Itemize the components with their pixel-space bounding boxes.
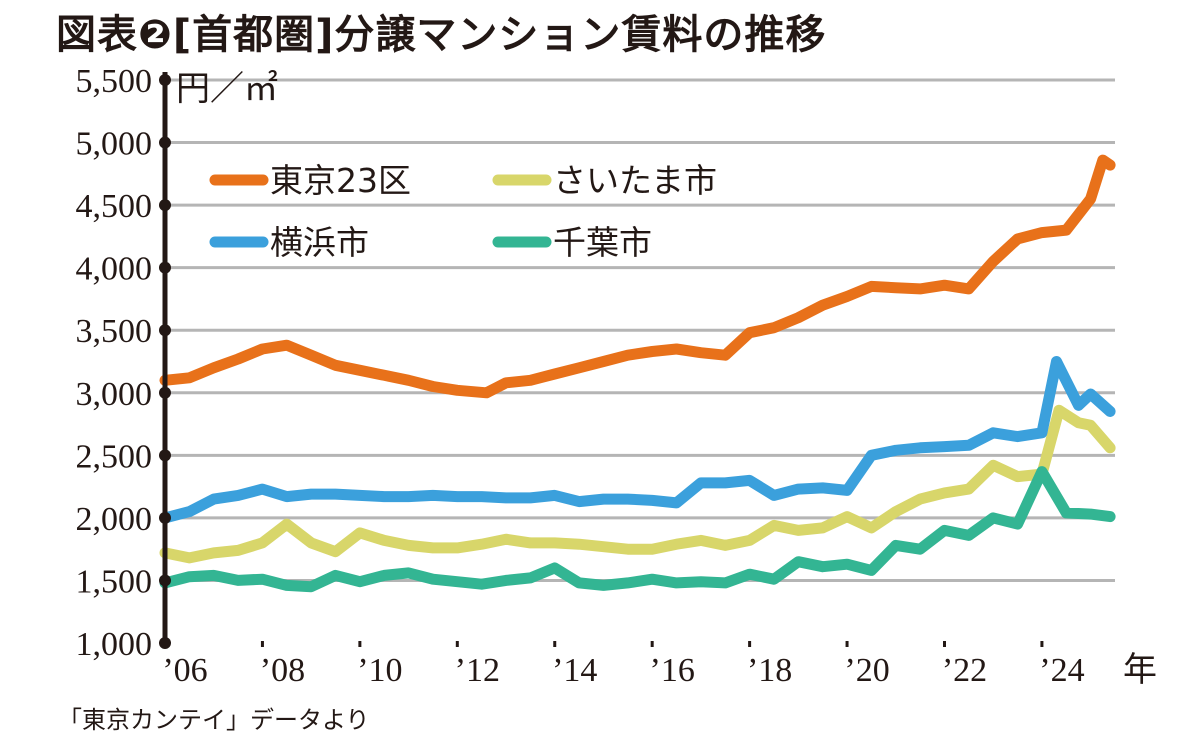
x-tick-label: ’14 [552, 652, 597, 689]
x-axis-unit: 年 [1123, 651, 1157, 689]
chart-title: 図表❷[首都圏]分譲マンション賃料の推移 [56, 12, 827, 58]
x-tick-label: ’20 [844, 652, 889, 689]
y-tick-label: 4,000 [76, 251, 153, 288]
y-tick-label: 1,000 [76, 626, 153, 663]
x-tick-label: ’06 [162, 652, 207, 689]
x-tick-label: ’10 [357, 652, 402, 689]
y-tick-dot [159, 199, 171, 212]
y-tick-label: 2,500 [76, 438, 153, 475]
series-line-4 [159, 466, 1116, 593]
y-tick-dot [159, 74, 171, 86]
y-tick-label: 3,000 [76, 376, 153, 413]
x-tick-label: ’22 [942, 652, 987, 689]
y-tick-dot [159, 386, 171, 399]
y-tick-label: 5,500 [76, 63, 153, 100]
y-tick-dot [159, 511, 171, 524]
y-tick-dot [159, 324, 171, 337]
x-tick-label: ’12 [455, 652, 500, 689]
legend-label: 横浜市 [270, 223, 369, 262]
y-tick-label: 4,500 [76, 188, 153, 225]
series-line-1 [159, 154, 1116, 399]
y-tick-label: 2,000 [76, 501, 153, 538]
y-tick-label: 3,500 [76, 313, 153, 350]
y-tick-label: 1,500 [76, 563, 153, 600]
y-tick-dot [159, 574, 171, 587]
x-tick-label: ’24 [1039, 652, 1084, 689]
x-tick-label: ’16 [650, 652, 695, 689]
source-note: 「東京カンテイ」データより [58, 706, 370, 734]
series-line-2 [159, 404, 1116, 564]
y-tick-dot [159, 449, 171, 462]
legend-label: 東京23区 [270, 161, 411, 200]
y-tick-dot [159, 136, 171, 149]
y-tick-dot [159, 261, 171, 274]
y-axis-unit: 円／㎡ [176, 70, 278, 108]
x-tick-label: ’18 [747, 652, 792, 689]
series-line-3 [159, 356, 1116, 524]
y-tick-label: 5,000 [76, 126, 153, 163]
legend-label: さいたま市 [553, 161, 717, 200]
x-tick-label: ’08 [260, 652, 305, 689]
legend-label: 千葉市 [553, 223, 652, 262]
